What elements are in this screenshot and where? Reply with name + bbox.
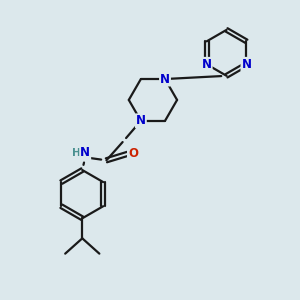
Text: N: N	[80, 146, 90, 159]
Text: O: O	[128, 147, 138, 160]
Text: N: N	[202, 58, 212, 71]
Text: N: N	[242, 58, 251, 71]
Text: N: N	[136, 114, 146, 128]
Text: H: H	[72, 148, 81, 158]
Text: N: N	[160, 73, 170, 85]
